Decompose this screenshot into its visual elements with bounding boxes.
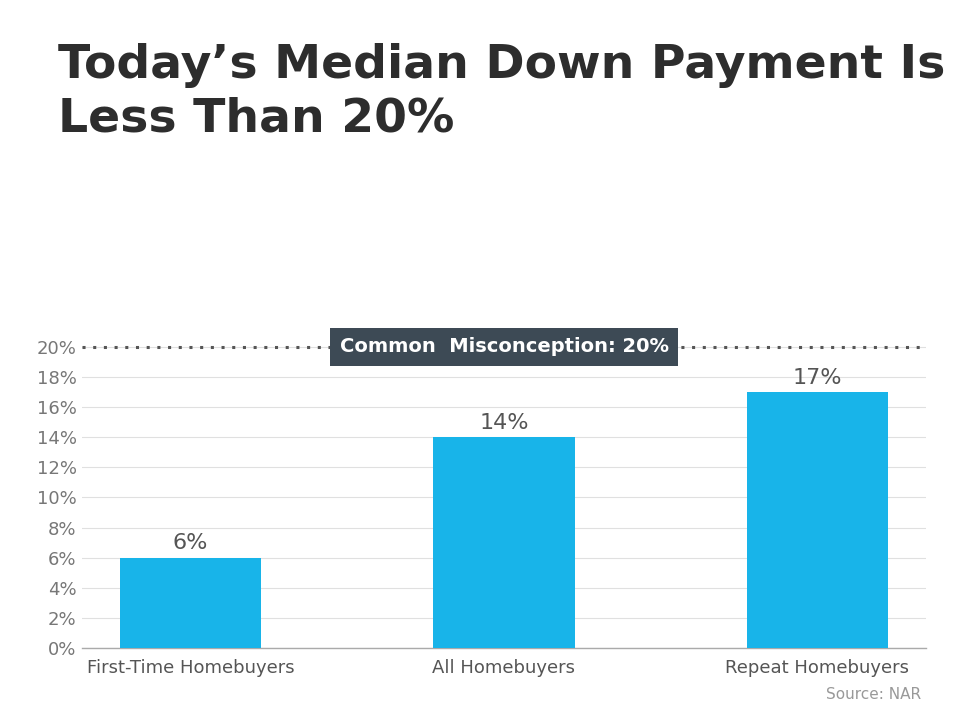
Text: 17%: 17% (793, 367, 842, 387)
Text: 6%: 6% (173, 533, 208, 553)
Bar (120, 558, 261, 648)
Text: 14%: 14% (479, 413, 529, 433)
Bar (434, 437, 574, 648)
Text: Today’s Median Down Payment Is
Less Than 20%: Today’s Median Down Payment Is Less Than… (58, 43, 945, 142)
Text: Common  Misconception: 20%: Common Misconception: 20% (340, 338, 668, 356)
Text: Source: NAR: Source: NAR (827, 687, 922, 702)
Bar (747, 392, 888, 648)
